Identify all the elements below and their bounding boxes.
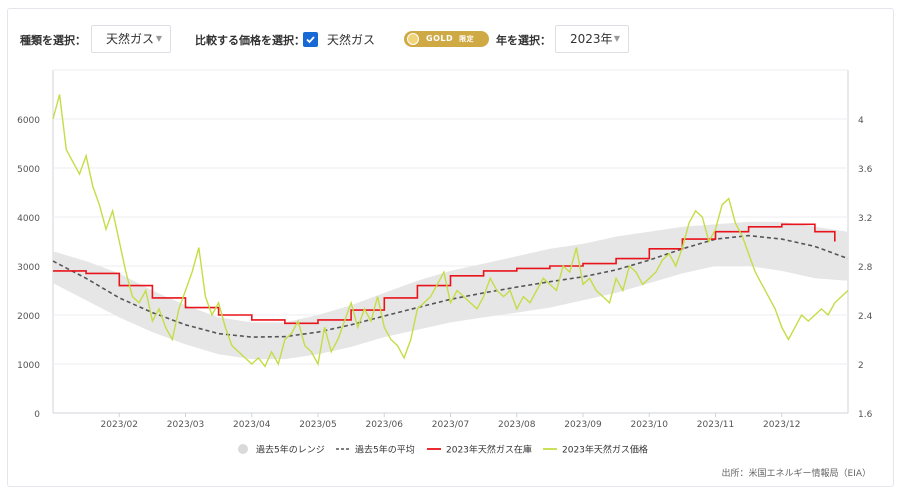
type-select-value: 天然ガス [106,32,155,46]
y-left-tick-label: 6000 [17,116,40,126]
x-tick-label: 2023/04 [233,420,271,430]
legend-label: 2023年天然ガス在庫 [446,444,532,456]
year-label: 年を選択： [496,34,551,47]
y-left-tick-label: 0 [34,410,40,420]
y-right-tick-label: 1.6 [858,410,873,420]
y-left-tick-label: 4000 [17,214,40,224]
x-tick-label: 2023/08 [498,420,536,430]
y-left-tick-label: 1000 [17,361,40,371]
y-left-tick-label: 5000 [17,165,40,175]
series-5yr-average-line [52,234,849,338]
gold-badge-sub: 限定 [459,35,475,43]
year-select[interactable]: 2023年 ▼ [555,25,629,53]
source-note: 出所：米国エネルギー情報局（EIA） [721,469,872,479]
series-2023-storage-line [53,223,836,325]
x-tick-label: 2023/11 [697,420,734,430]
checkmark-icon [306,36,315,44]
type-label: 種類を選択： [20,34,86,47]
y-right-tick-label: 4 [858,116,864,126]
type-select[interactable]: 天然ガス ▼ [91,25,171,53]
x-tick-label: 2023/12 [763,420,800,430]
x-tick-label: 2023/07 [432,420,469,430]
y-right-tick-label: 2.4 [858,312,873,322]
legend-label: 2023年天然ガス価格 [562,444,648,456]
legend-label: 過去5年の平均 [355,444,415,456]
series-2023-price-line [52,94,849,368]
gold-badge-label: GOLD [426,34,454,43]
legend-label: 過去5年のレンジ [256,444,325,456]
y-right-tick-label: 3.2 [858,214,872,224]
x-tick-label: 2023/02 [101,420,138,430]
x-tick-label: 2023/09 [564,420,602,430]
x-tick-label: 2023/06 [366,420,404,430]
compare-label: 比較する価格を選択： [195,34,305,47]
y-right-tick-label: 3.6 [858,165,873,175]
x-tick-label: 2023/03 [167,420,204,430]
compare-checkbox-label: 天然ガス [327,33,376,47]
x-tick-label: 2023/05 [299,420,336,430]
y-right-tick-label: 2.8 [858,263,873,273]
y-left-tick-label: 3000 [17,263,40,273]
gold-badge: GOLD 限定 [404,31,489,47]
compare-checkbox[interactable] [303,32,318,47]
x-tick-label: 2023/10 [631,420,669,430]
y-right-tick-label: 2 [858,361,864,371]
y-left-tick-label: 2000 [17,312,40,322]
year-select-value: 2023年 [570,32,613,46]
gold-coin-icon [407,33,419,45]
chevron-down-icon: ▼ [613,34,620,43]
chevron-down-icon: ▼ [155,34,162,43]
legend-marker-range [238,444,248,454]
